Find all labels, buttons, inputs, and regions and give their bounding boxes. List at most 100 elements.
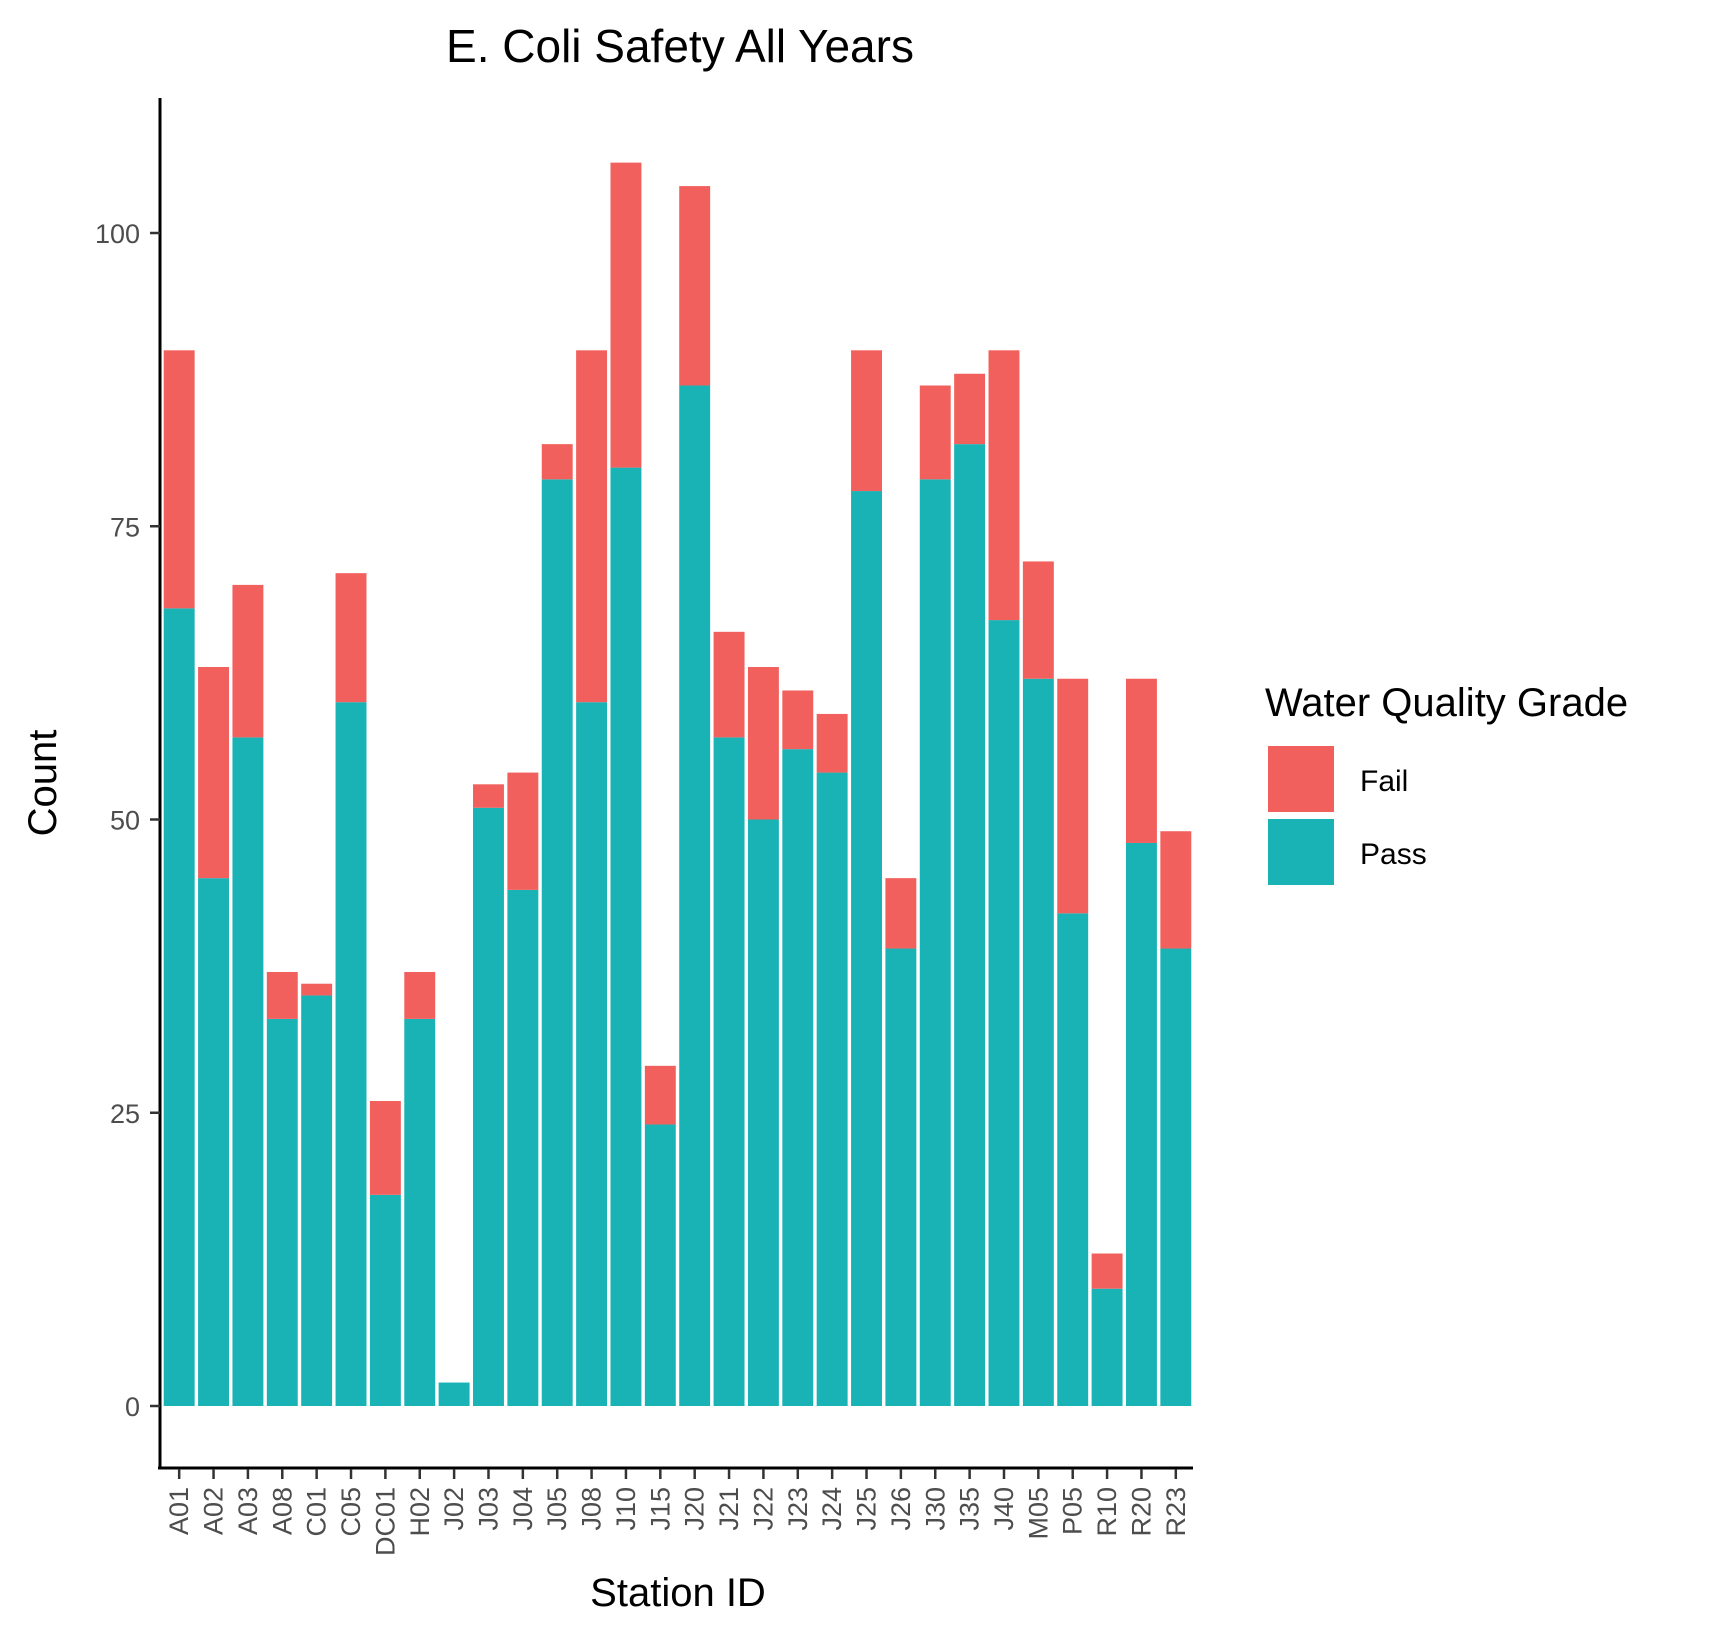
bar-pass-c01 bbox=[301, 995, 333, 1406]
bar-pass-j20 bbox=[679, 385, 711, 1406]
x-tick-label-j40: J40 bbox=[989, 1487, 1019, 1531]
legend-key-fail bbox=[1268, 746, 1334, 812]
bar-pass-a02 bbox=[198, 878, 230, 1406]
legend-label-pass: Pass bbox=[1360, 838, 1427, 871]
x-tick-label-j24: J24 bbox=[817, 1487, 847, 1531]
chart-title: E. Coli Safety All Years bbox=[446, 20, 914, 72]
x-axis-title: Station ID bbox=[590, 1571, 766, 1615]
bar-pass-h02 bbox=[404, 1018, 436, 1406]
bar-pass-dc01 bbox=[369, 1194, 401, 1406]
bar-fail-j04 bbox=[507, 772, 539, 890]
bar-fail-r10 bbox=[1091, 1253, 1123, 1289]
bar-pass-r23 bbox=[1160, 948, 1192, 1406]
x-tick-label-j10: J10 bbox=[611, 1487, 641, 1531]
bar-fail-a08 bbox=[266, 971, 298, 1019]
bar-fail-p05 bbox=[1057, 678, 1089, 914]
x-tick-label-j03: J03 bbox=[473, 1487, 503, 1531]
bar-fail-r20 bbox=[1125, 678, 1157, 843]
legend-title: Water Quality Grade bbox=[1265, 681, 1628, 725]
y-tick-label-0: 0 bbox=[125, 1392, 140, 1422]
bar-pass-j10 bbox=[610, 467, 642, 1407]
x-tick-label-r10: R10 bbox=[1092, 1487, 1122, 1537]
bar-fail-j05 bbox=[541, 444, 573, 480]
bar-pass-j35 bbox=[954, 444, 986, 1406]
y-tick-label-25: 25 bbox=[110, 1099, 140, 1129]
y-ticks: 0 25 50 75 100 bbox=[95, 219, 160, 1422]
x-tick-label-j22: J22 bbox=[748, 1487, 778, 1531]
bar-pass-a03 bbox=[232, 737, 264, 1406]
bar-fail-a03 bbox=[232, 584, 264, 738]
bar-fail-j21 bbox=[713, 631, 745, 738]
bar-fail-j08 bbox=[576, 350, 608, 703]
bar-fail-a01 bbox=[163, 350, 195, 609]
x-tick-label-h02: H02 bbox=[405, 1487, 435, 1537]
bar-pass-r20 bbox=[1125, 842, 1157, 1406]
x-tick-label-c05: C05 bbox=[336, 1487, 366, 1537]
bar-pass-m05 bbox=[1022, 678, 1054, 1406]
bar-fail-j24 bbox=[816, 713, 848, 773]
y-tick-label-75: 75 bbox=[110, 512, 140, 542]
x-ticks: A01 A02 A03 A08 C01 C05 DC01 H02 J02 J03 J04 J05 J08… bbox=[164, 1469, 1191, 1556]
bar-fail-r23 bbox=[1160, 831, 1192, 949]
bar-fail-j25 bbox=[851, 350, 882, 492]
bar-pass-j21 bbox=[713, 737, 745, 1406]
bar-pass-c05 bbox=[335, 702, 367, 1406]
x-tick-label-j05: J05 bbox=[542, 1487, 572, 1531]
bar-pass-j08 bbox=[576, 702, 608, 1406]
x-tick-label-a03: A03 bbox=[233, 1487, 263, 1535]
x-tick-label-j08: J08 bbox=[577, 1487, 607, 1531]
x-tick-label-j02: J02 bbox=[439, 1487, 469, 1531]
y-axis-title: Count bbox=[21, 730, 65, 837]
x-tick-label-j15: J15 bbox=[645, 1487, 675, 1531]
bar-fail-j23 bbox=[782, 690, 814, 750]
bar-fail-j30 bbox=[919, 385, 951, 480]
bar-fail-j35 bbox=[954, 373, 986, 445]
x-tick-label-j20: J20 bbox=[680, 1487, 710, 1531]
bar-fail-a02 bbox=[198, 667, 230, 879]
bar-pass-j15 bbox=[644, 1124, 676, 1406]
legend: Water Quality Grade Fail Pass bbox=[1265, 681, 1628, 885]
bar-fail-j03 bbox=[473, 784, 504, 808]
bar-fail-m05 bbox=[1022, 561, 1054, 679]
y-tick-label-100: 100 bbox=[95, 219, 140, 249]
x-tick-label-r23: R23 bbox=[1161, 1487, 1191, 1537]
bar-fail-c01 bbox=[301, 983, 333, 996]
bar-fail-j10 bbox=[610, 162, 642, 468]
x-tick-label-j04: J04 bbox=[508, 1487, 538, 1531]
bar-pass-j40 bbox=[988, 620, 1020, 1406]
x-tick-label-j35: J35 bbox=[955, 1487, 985, 1531]
x-tick-label-r20: R20 bbox=[1126, 1487, 1156, 1537]
x-tick-label-a01: A01 bbox=[164, 1487, 194, 1535]
bar-pass-j05 bbox=[541, 479, 573, 1407]
x-tick-label-dc01: DC01 bbox=[370, 1487, 400, 1556]
bar-pass-j02 bbox=[438, 1382, 470, 1406]
x-tick-label-m05: M05 bbox=[1023, 1487, 1053, 1540]
bar-fail-j22 bbox=[747, 667, 779, 820]
bar-pass-j22 bbox=[747, 819, 779, 1406]
bar-pass-j24 bbox=[816, 772, 848, 1406]
x-tick-label-p05: P05 bbox=[1058, 1487, 1088, 1535]
bar-fail-c05 bbox=[335, 573, 367, 703]
x-tick-label-j23: J23 bbox=[783, 1487, 813, 1531]
x-tick-label-a02: A02 bbox=[199, 1487, 229, 1535]
legend-label-fail: Fail bbox=[1360, 765, 1408, 798]
x-tick-label-j21: J21 bbox=[714, 1487, 744, 1531]
y-tick-label-50: 50 bbox=[110, 806, 140, 836]
bar-fail-h02 bbox=[404, 971, 436, 1019]
x-tick-label-j25: J25 bbox=[852, 1487, 882, 1531]
bars-layer bbox=[163, 162, 1192, 1407]
x-tick-label-a08: A08 bbox=[267, 1487, 297, 1535]
bar-fail-j20 bbox=[679, 186, 711, 386]
bar-fail-dc01 bbox=[369, 1101, 401, 1195]
legend-key-pass bbox=[1268, 819, 1334, 885]
bar-pass-a01 bbox=[163, 608, 195, 1406]
bar-pass-a08 bbox=[266, 1018, 298, 1406]
bar-pass-j26 bbox=[885, 948, 917, 1406]
bar-pass-j30 bbox=[919, 479, 951, 1407]
bar-fail-j15 bbox=[644, 1065, 676, 1125]
bar-fail-j26 bbox=[885, 878, 917, 949]
bar-pass-j04 bbox=[507, 889, 539, 1406]
bar-pass-j23 bbox=[782, 749, 814, 1406]
bar-fail-j40 bbox=[988, 350, 1020, 621]
